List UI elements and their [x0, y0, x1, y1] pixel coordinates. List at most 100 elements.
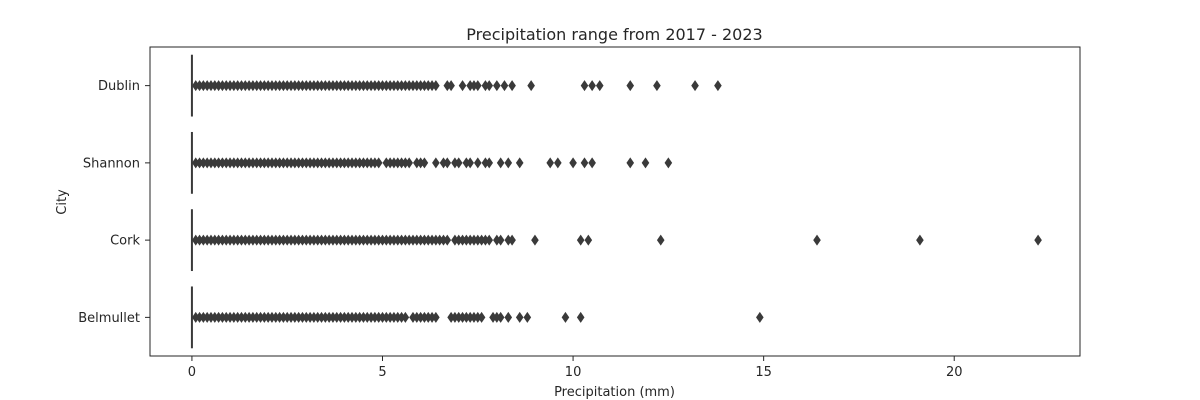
outlier-point-dublin	[401, 80, 410, 92]
outlier-point-cork	[481, 234, 490, 246]
outlier-point-cork	[291, 234, 299, 246]
outlier-point-cork	[584, 234, 593, 246]
outlier-point-belmullet	[454, 311, 463, 323]
outlier-point-dublin	[298, 80, 307, 92]
outlier-point-shannon	[256, 157, 265, 169]
outlier-point-dublin	[191, 80, 200, 92]
outlier-point-dublin	[382, 80, 391, 92]
outlier-point-belmullet	[359, 311, 368, 323]
y-tick-label-belmullet: Belmullet	[78, 311, 140, 326]
outlier-point-cork	[378, 234, 387, 246]
outlier-point-cork	[458, 234, 467, 246]
outlier-point-shannon	[420, 157, 429, 169]
outlier-point-cork	[493, 234, 501, 246]
outlier-point-belmullet	[378, 311, 387, 323]
outlier-point-cork	[466, 234, 474, 246]
outlier-point-dublin	[416, 80, 425, 92]
outlier-point-belmullet	[283, 311, 292, 323]
outlier-point-dublin	[363, 80, 372, 92]
outlier-point-shannon	[554, 157, 562, 169]
outlier-point-shannon	[401, 157, 410, 169]
outlier-point-belmullet	[230, 311, 238, 323]
outlier-point-cork	[432, 234, 440, 246]
outlier-point-belmullet	[576, 311, 585, 323]
outlier-point-dublin	[500, 80, 509, 92]
outlier-point-shannon	[199, 157, 208, 169]
outlier-point-dublin	[245, 80, 253, 92]
outlier-point-dublin	[481, 80, 490, 92]
outlier-point-cork	[576, 234, 585, 246]
outlier-point-dublin	[691, 80, 699, 92]
outlier-point-cork	[359, 234, 368, 246]
outlier-point-dublin	[271, 80, 280, 92]
outlier-point-shannon	[283, 157, 292, 169]
outlier-point-cork	[302, 234, 311, 246]
outlier-point-shannon	[367, 157, 375, 169]
outlier-point-shannon	[313, 157, 322, 169]
outlier-point-dublin	[359, 80, 368, 92]
outlier-point-cork	[218, 234, 227, 246]
outlier-point-cork	[451, 234, 459, 246]
outlier-point-belmullet	[496, 311, 505, 323]
outlier-point-dublin	[291, 80, 299, 92]
outlier-point-cork	[363, 234, 372, 246]
outlier-point-shannon	[310, 157, 318, 169]
outlier-point-shannon	[485, 157, 494, 169]
outlier-point-dublin	[390, 80, 398, 92]
outlier-point-cork	[1034, 234, 1042, 246]
outlier-point-dublin	[580, 80, 589, 92]
outlier-point-shannon	[382, 157, 391, 169]
outlier-point-belmullet	[222, 311, 231, 323]
outlier-point-dublin	[493, 80, 501, 92]
outlier-point-cork	[531, 234, 539, 246]
x-tick-label-10: 10	[565, 365, 582, 380]
outlier-point-belmullet	[340, 311, 349, 323]
outlier-point-cork	[191, 234, 200, 246]
outlier-point-cork	[443, 234, 452, 246]
outlier-point-dublin	[302, 80, 311, 92]
outlier-point-dublin	[458, 80, 467, 92]
outlier-point-cork	[275, 234, 284, 246]
outlier-point-cork	[382, 234, 391, 246]
plot-frame	[149, 46, 1081, 357]
outlier-point-shannon	[321, 157, 330, 169]
outlier-point-dublin	[348, 80, 356, 92]
outlier-point-cork	[470, 234, 478, 246]
outlier-point-shannon	[443, 157, 452, 169]
outlier-point-cork	[298, 234, 307, 246]
outlier-point-shannon	[275, 157, 284, 169]
outlier-point-dublin	[268, 80, 276, 92]
outlier-point-dublin	[595, 80, 604, 92]
outlier-point-dublin	[332, 80, 341, 92]
outlier-point-cork	[462, 234, 471, 246]
outlier-point-dublin	[283, 80, 292, 92]
outlier-point-belmullet	[336, 311, 345, 323]
outlier-point-cork	[329, 234, 337, 246]
outlier-point-cork	[374, 234, 383, 246]
outlier-point-dublin	[218, 80, 227, 92]
outlier-point-cork	[264, 234, 272, 246]
outlier-point-cork	[656, 234, 665, 246]
outlier-point-dublin	[256, 80, 265, 92]
outlier-point-belmullet	[344, 311, 352, 323]
outlier-point-cork	[397, 234, 406, 246]
outlier-point-shannon	[359, 157, 368, 169]
outlier-point-shannon	[352, 157, 360, 169]
outlier-point-dublin	[233, 80, 242, 92]
outlier-point-belmullet	[523, 311, 532, 323]
outlier-point-cork	[321, 234, 330, 246]
outlier-point-dublin	[447, 80, 455, 92]
outlier-point-belmullet	[515, 311, 524, 323]
outlier-point-dublin	[195, 80, 204, 92]
outlier-point-dublin	[230, 80, 238, 92]
outlier-point-shannon	[306, 157, 314, 169]
outlier-point-shannon	[413, 157, 421, 169]
outlier-point-dublin	[340, 80, 349, 92]
outlier-point-shannon	[260, 157, 269, 169]
outlier-point-cork	[222, 234, 231, 246]
outlier-point-shannon	[329, 157, 337, 169]
outlier-point-belmullet	[268, 311, 276, 323]
outlier-point-belmullet	[264, 311, 272, 323]
outlier-point-dublin	[321, 80, 330, 92]
outlier-point-cork	[199, 234, 208, 246]
